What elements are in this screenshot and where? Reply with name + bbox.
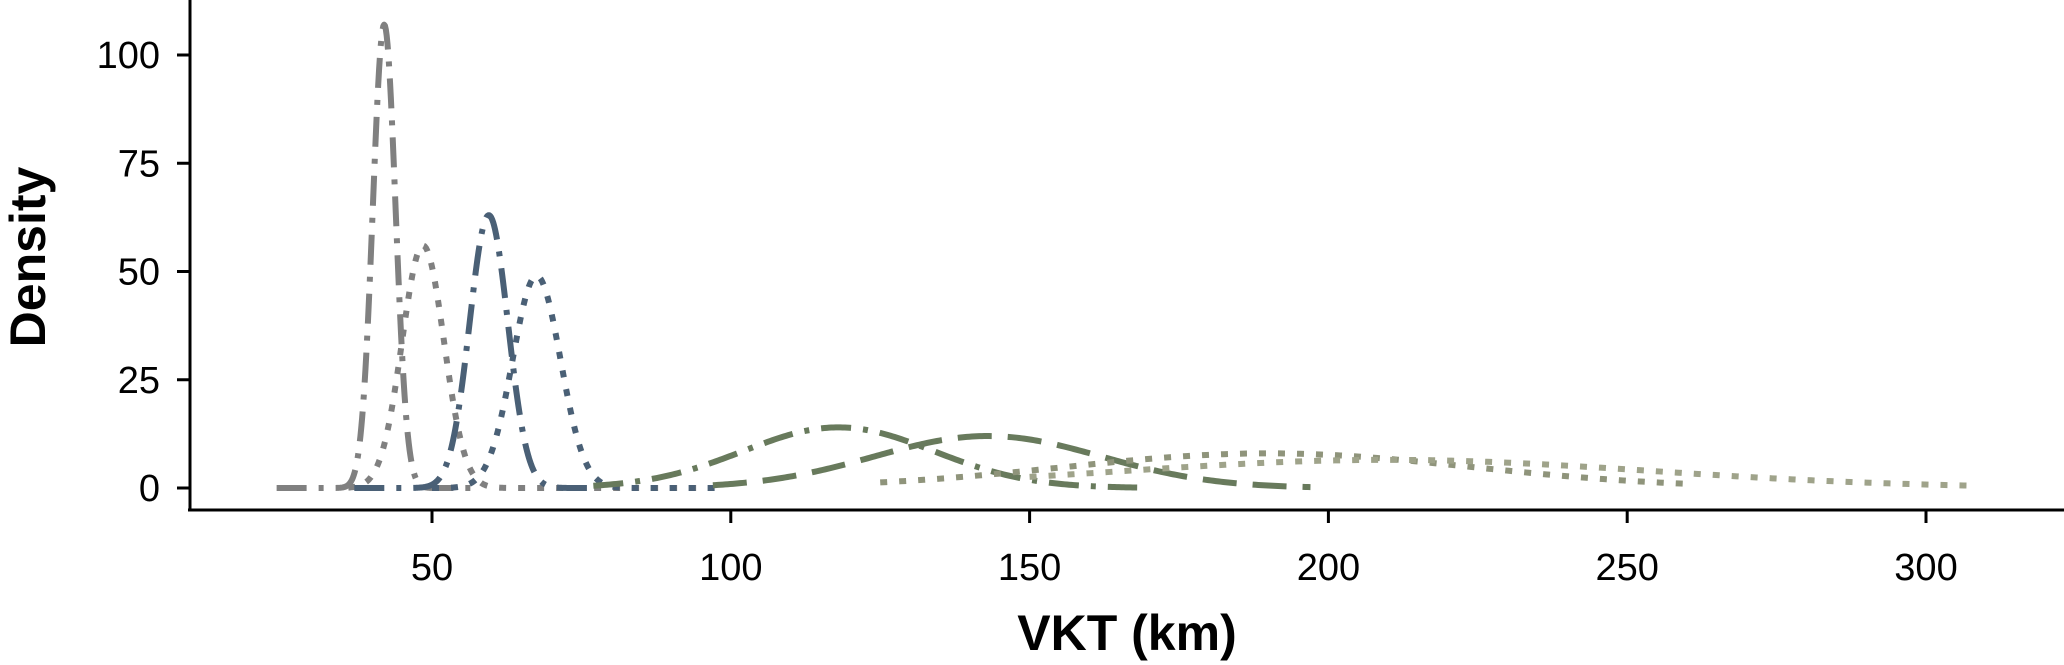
x-tick-label: 250 (1595, 547, 1658, 589)
y-tick-label: 50 (118, 252, 160, 294)
x-tick-label: 50 (411, 547, 453, 589)
x-tick-label: 300 (1894, 547, 1957, 589)
series-layer (274, 21, 1968, 491)
density-series-line-5 (592, 424, 1138, 491)
y-ticks: 0 25 50 75 100 (97, 35, 190, 510)
density-series-line-7 (880, 450, 1688, 487)
density-series-line-1 (274, 21, 482, 491)
y-tick-label: 0 (139, 468, 160, 510)
x-tick-label: 100 (699, 547, 762, 589)
y-tick-label: 75 (118, 143, 160, 185)
y-axis-title: Density (0, 167, 56, 348)
y-tick-label: 100 (97, 35, 160, 77)
density-series-line-4 (430, 272, 721, 491)
density-series-line-8 (1029, 456, 1968, 489)
x-axis-title: VKT (km) (1017, 605, 1236, 661)
density-series-line-6 (712, 433, 1311, 491)
x-ticks: 50 100 150 200 250 300 (411, 510, 1958, 589)
x-tick-label: 200 (1297, 547, 1360, 589)
y-tick-label: 25 (118, 360, 160, 402)
density-series-line-3 (352, 212, 590, 491)
x-tick-label: 150 (998, 547, 1061, 589)
